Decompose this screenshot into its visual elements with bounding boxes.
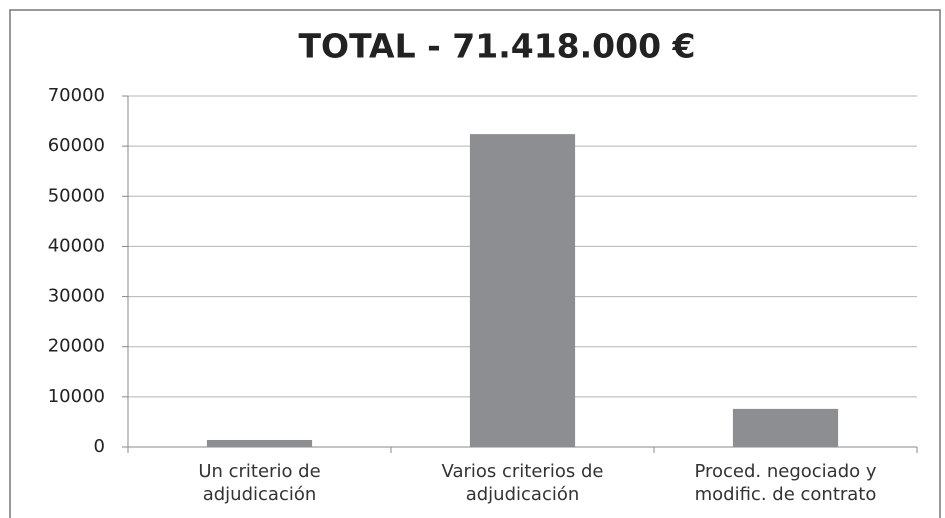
bar — [206, 439, 313, 447]
bar — [732, 408, 839, 447]
y-tick-label: 70000 — [48, 85, 105, 106]
bar — [469, 134, 576, 447]
y-tick-label: 40000 — [48, 235, 105, 256]
y-tick-label: 30000 — [48, 286, 105, 307]
y-tick-label: 60000 — [48, 135, 105, 156]
chart-frame — [9, 9, 941, 518]
chart-title: TOTAL - 71.418.000 € — [299, 27, 696, 66]
y-tick-label: 50000 — [48, 185, 105, 206]
y-tick-label: 0 — [94, 436, 105, 457]
y-tick-label: 10000 — [48, 386, 105, 407]
x-tick-label: Proced. negociado y modific. de contrato — [694, 461, 877, 505]
x-tick-label: Un criterio de adjudicación — [198, 461, 321, 505]
x-tick-label: Varios criterios de adjudicación — [441, 461, 604, 505]
y-tick-label: 20000 — [48, 336, 105, 357]
